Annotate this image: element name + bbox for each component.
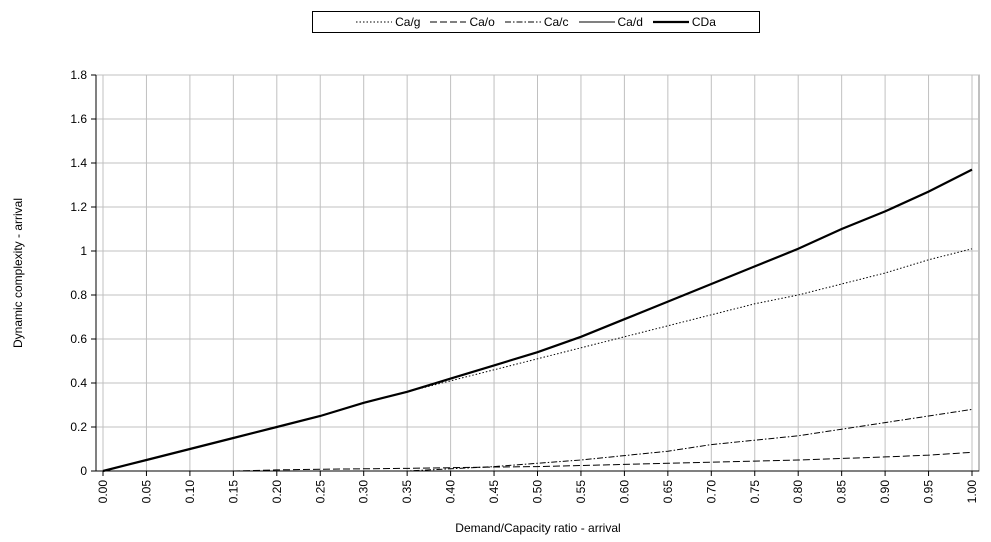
legend-swatch <box>578 21 615 23</box>
x-tick-label: 0.05 <box>139 480 153 504</box>
legend-item: CDa <box>652 15 716 29</box>
legend-label: Ca/o <box>469 15 495 29</box>
x-tick-label: 0.50 <box>531 480 545 504</box>
x-axis-label: Demand/Capacity ratio - arrival <box>455 521 620 535</box>
x-tick-label: 0.15 <box>226 480 240 504</box>
legend-swatch <box>504 21 541 23</box>
x-tick-label: 0.90 <box>878 480 892 504</box>
legend-swatch <box>356 21 393 23</box>
axes: 0 0.2 0.4 0.6 0.8 1 1.2 1.4 1.6 1.8 0.00 0.05 0.10 0.… <box>70 68 979 503</box>
series-line-ca-g <box>102 248 973 472</box>
legend-item: Ca/o <box>430 15 495 29</box>
x-tick-label: 0.80 <box>791 480 805 504</box>
y-tick-label: 1.4 <box>70 156 87 170</box>
y-tick-label: 0.8 <box>70 288 87 302</box>
y-tick-label: 0.2 <box>70 420 87 434</box>
series-lines <box>102 168 973 473</box>
legend-label: Ca/d <box>617 15 643 29</box>
series-line-ca-c <box>103 408 973 472</box>
y-tick-label: 1.6 <box>70 112 87 126</box>
y-tick-label: 0.4 <box>70 376 87 390</box>
legend-label: Ca/g <box>395 15 421 29</box>
legend-item: Ca/d <box>578 15 643 29</box>
legend-swatch <box>430 21 467 23</box>
x-tick-label: 0.00 <box>96 480 110 504</box>
y-axis-label: Dynamic complexity - arrival <box>11 198 25 348</box>
legend-label: Ca/c <box>543 15 569 29</box>
x-tick-label: 0.25 <box>313 480 327 504</box>
y-tick-label: 0.6 <box>70 332 87 346</box>
x-tick-label: 0.20 <box>270 480 284 504</box>
series-line-cda <box>102 168 973 473</box>
x-tick-label: 1.00 <box>965 480 979 504</box>
y-tick-label: 1 <box>80 244 87 258</box>
x-tick-label: 0.60 <box>617 480 631 504</box>
x-tick-label: 0.35 <box>400 480 414 504</box>
y-tick-label: 1.2 <box>70 200 87 214</box>
y-tick-label: 0 <box>80 464 87 478</box>
x-tick-label: 0.70 <box>704 480 718 504</box>
legend-label: CDa <box>691 15 716 29</box>
x-tick-label: 0.10 <box>183 480 197 504</box>
x-tick-label: 0.45 <box>487 480 501 504</box>
x-tick-label: 0.40 <box>444 480 458 504</box>
x-tick-label: 0.75 <box>748 480 762 504</box>
x-tick-label: 0.65 <box>661 480 675 504</box>
x-tick-label: 0.55 <box>574 480 588 504</box>
legend-swatch <box>652 20 689 24</box>
legend-item: Ca/g <box>356 15 420 29</box>
x-tick-label: 0.85 <box>835 480 849 504</box>
grid-lines <box>96 74 979 471</box>
y-tick-label: 1.8 <box>70 68 87 82</box>
legend: Ca/g Ca/o Ca/c Ca/d CDa <box>312 11 760 33</box>
x-tick-label: 0.95 <box>922 480 936 504</box>
legend-item: Ca/c <box>504 15 569 29</box>
x-tick-label: 0.30 <box>357 480 371 504</box>
